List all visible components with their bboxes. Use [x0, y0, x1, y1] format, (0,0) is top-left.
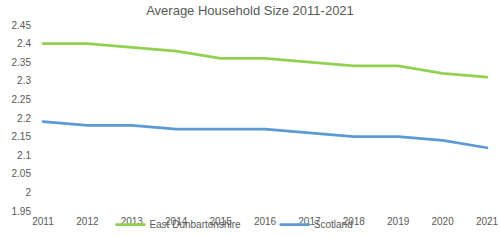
- y-tick: [37, 173, 38, 174]
- series-line: [43, 44, 487, 77]
- x-axis: 2011201220132014201520162017201820192020…: [32, 216, 498, 227]
- y-tick: [37, 25, 38, 26]
- legend-swatch: [281, 223, 309, 226]
- y-tick: [37, 43, 38, 44]
- plot-area: [43, 44, 487, 148]
- legend-label: East Dunbartonshire: [149, 219, 241, 230]
- y-axis: 1.95 2 2.05 2.1 2.15 2.2 2.25 2.3 2.35 2.4 2.45: [12, 20, 38, 217]
- legend-label: Scotland: [314, 219, 353, 230]
- y-tick: [37, 118, 38, 119]
- y-tick-label: 2.4: [17, 38, 31, 49]
- y-tick-label: 2.05: [12, 168, 32, 179]
- y-tick: [37, 211, 38, 212]
- y-tick-label: 2.25: [12, 94, 32, 105]
- x-tick-label: 2012: [76, 216, 99, 227]
- y-tick: [37, 99, 38, 100]
- y-tick-label: 2.35: [12, 57, 32, 68]
- x-tick-label: 2016: [254, 216, 277, 227]
- y-tick: [37, 136, 38, 137]
- legend: East Dunbartonshire Scotland: [116, 219, 352, 230]
- y-tick: [37, 80, 38, 81]
- y-tick: [37, 155, 38, 156]
- y-tick-label: 2.45: [12, 20, 32, 31]
- chart-title: Average Household Size 2011-2021: [146, 3, 354, 18]
- x-tick-label: 2019: [387, 216, 410, 227]
- y-tick-label: 1.95: [12, 206, 32, 217]
- y-tick: [37, 62, 38, 63]
- legend-swatch: [116, 223, 144, 226]
- y-tick-label: 2.3: [17, 75, 31, 86]
- chart-container: Average Household Size 2011-2021 1.95 2 2.0…: [0, 0, 500, 236]
- y-tick-label: 2.2: [17, 113, 31, 124]
- y-tick-label: 2: [25, 187, 31, 198]
- x-tick-label: 2021: [476, 216, 499, 227]
- chart-svg: Average Household Size 2011-2021 1.95 2 2.0…: [0, 0, 500, 236]
- y-tick-label: 2.15: [12, 131, 32, 142]
- y-tick: [37, 192, 38, 193]
- y-tick-label: 2.1: [17, 150, 31, 161]
- x-tick-label: 2011: [32, 216, 54, 227]
- x-tick-label: 2020: [431, 216, 454, 227]
- series-line: [43, 122, 487, 148]
